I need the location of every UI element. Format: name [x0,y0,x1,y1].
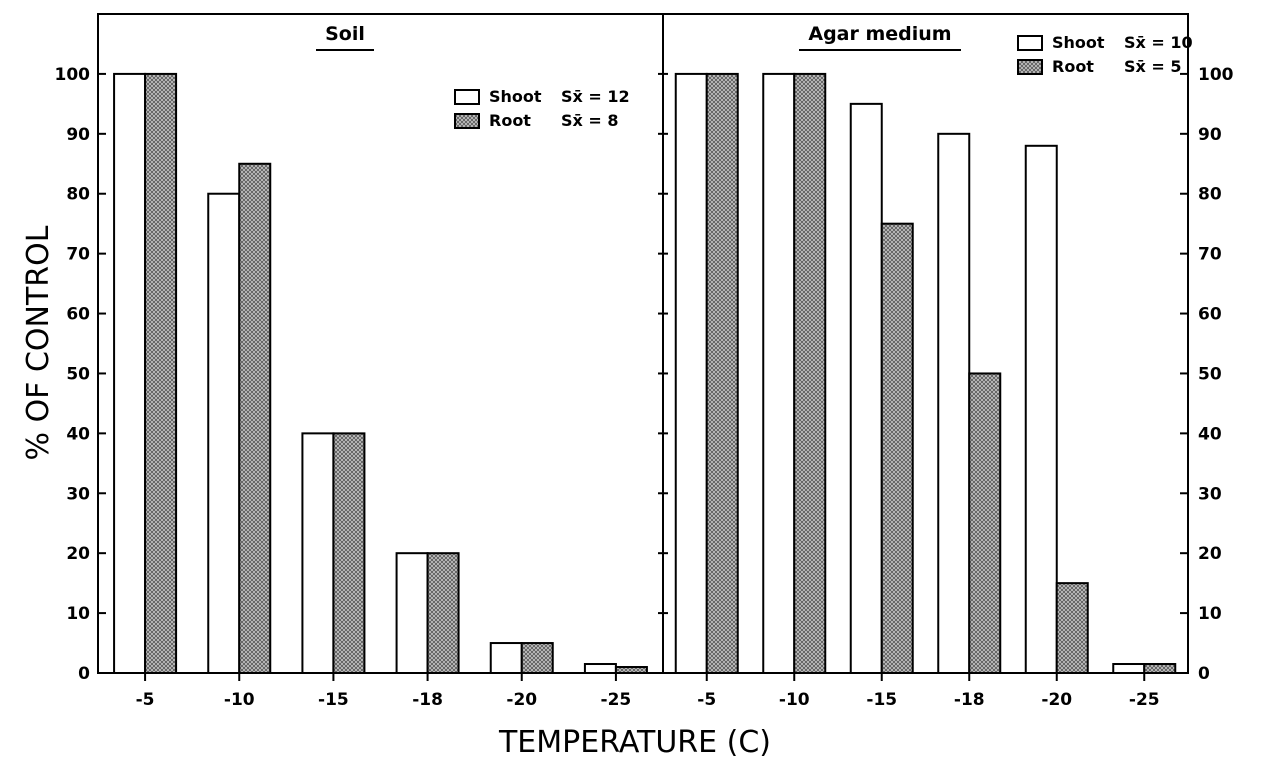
bar-shoot [207,192,241,675]
bar-root [968,372,1002,674]
y-tick-label-right: 0 [1198,664,1210,684]
bar-shoot [849,102,883,674]
y-tick-label-left: 10 [66,604,90,624]
y-tick-label-left: 100 [55,65,91,85]
bar-shoot [489,642,523,675]
y-tick-label-right: 100 [1198,65,1234,85]
bar-root [238,162,272,674]
y-tick-label-right: 20 [1198,544,1222,564]
bar-shoot [674,72,708,674]
legend-swatch-root [1017,59,1043,75]
x-tick-label: -5 [697,690,716,710]
x-tick-label: -18 [954,690,985,710]
panel-title-0: Soil [325,23,365,45]
x-tick-label: -18 [412,690,443,710]
legend-label-root: Root [489,111,531,130]
x-tick-label: -10 [224,690,255,710]
bar-shoot [1112,663,1146,674]
y-tick-label-left: 60 [66,305,90,325]
legend-sx-root: Sx̄ = 5 [1124,57,1182,76]
legend-label-shoot: Shoot [1052,33,1105,52]
legend-label-root: Root [1052,57,1094,76]
bar-shoot [583,663,617,674]
y-tick-label-left: 50 [66,364,90,384]
bar-root [1143,663,1177,674]
bar-shoot [937,132,971,674]
legend-swatch-shoot [454,89,480,105]
x-tick-label: -20 [1041,690,1072,710]
y-axis-title: % OF CONTROL [21,225,56,460]
y-tick-label-right: 30 [1198,484,1222,504]
y-tick-label-right: 80 [1198,185,1222,205]
bar-root [426,552,460,675]
bar-root [705,72,739,674]
y-tick-label-right: 70 [1198,245,1222,265]
bar-shoot [113,72,147,674]
y-tick-label-left: 30 [66,484,90,504]
bar-root [793,72,827,674]
bar-root [880,222,914,674]
y-tick-label-left: 90 [66,125,90,145]
x-tick-label: -5 [136,690,155,710]
x-tick-label: -15 [866,690,897,710]
y-tick-label-right: 40 [1198,424,1222,444]
x-tick-label: -15 [318,690,349,710]
x-tick-label: -10 [779,690,810,710]
panel-title-1: Agar medium [808,23,951,45]
legend-sx-root: Sx̄ = 8 [561,111,619,130]
y-tick-label-right: 10 [1198,604,1222,624]
plot-frame [97,13,1189,674]
legend-swatch-root [454,113,480,129]
y-tick-label-left: 80 [66,185,90,205]
bar-shoot [762,72,796,674]
bar-shoot [395,552,429,675]
bar-root [332,432,366,675]
y-tick-label-left: 20 [66,544,90,564]
x-tick-label: -20 [506,690,537,710]
legend-sx-shoot: Sx̄ = 10 [1124,33,1193,52]
bar-root [1055,582,1089,674]
bar-root [520,642,554,675]
y-tick-label-left: 70 [66,245,90,265]
y-tick-label-left: 0 [78,664,90,684]
x-axis-title: TEMPERATURE (C) [498,725,771,760]
bar-root [144,72,178,674]
y-tick-label-right: 50 [1198,364,1222,384]
bar-shoot [301,432,335,675]
legend-swatch-shoot [1017,35,1043,51]
x-tick-label: -25 [601,690,632,710]
x-tick-label: -25 [1129,690,1160,710]
y-tick-label-right: 90 [1198,125,1222,145]
y-tick-label-right: 60 [1198,305,1222,325]
legend-sx-shoot: Sx̄ = 12 [561,87,630,106]
y-tick-label-left: 40 [66,424,90,444]
legend-label-shoot: Shoot [489,87,542,106]
bar-shoot [1024,144,1058,675]
